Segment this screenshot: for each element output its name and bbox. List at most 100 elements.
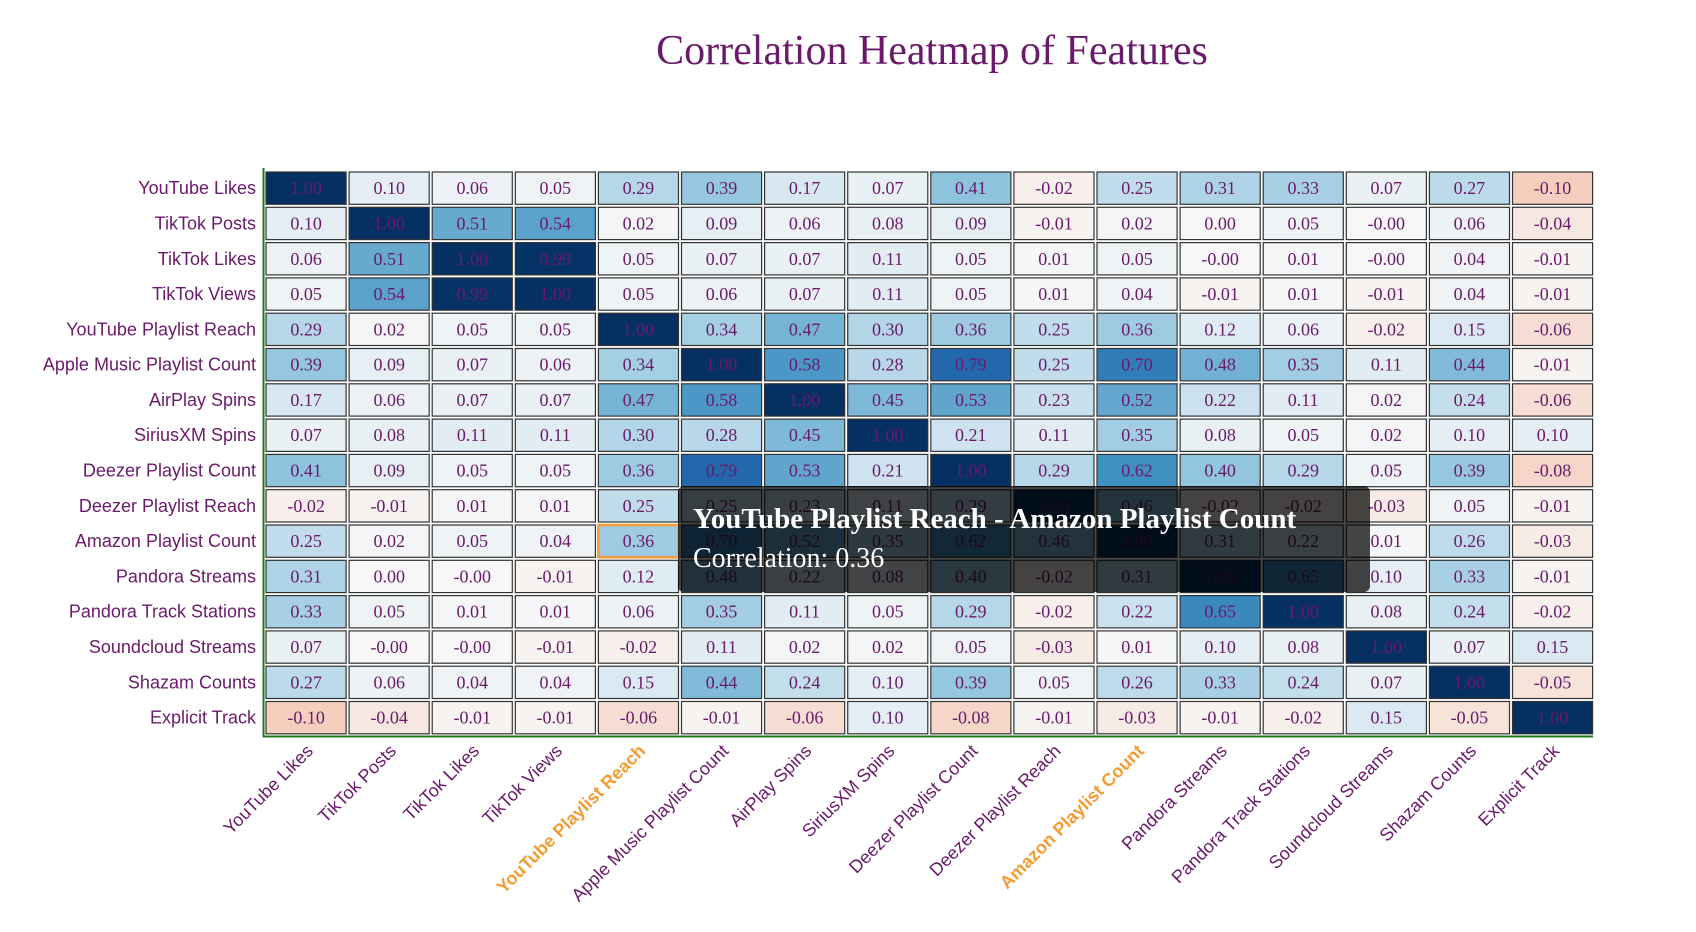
heatmap-cell-tiktok-views-x-siriusxm-spins[interactable] xyxy=(847,277,929,311)
heatmap-cell-soundcloud-streams-x-deezer-playlist-reach[interactable] xyxy=(1013,630,1095,664)
heatmap-cell-explicit-track-x-explicit-track[interactable] xyxy=(1511,700,1594,735)
heatmap-cell-soundcloud-streams-x-tiktok-posts[interactable] xyxy=(348,630,430,664)
heatmap-cell-tiktok-views-x-deezer-playlist-count[interactable] xyxy=(930,277,1012,311)
heatmap-cell-amazon-playlist-count-x-explicit-track[interactable] xyxy=(1511,524,1594,558)
heatmap-cell-youtube-playlist-reach-x-pandora-streams[interactable] xyxy=(1179,312,1261,347)
heatmap-cell-tiktok-posts-x-tiktok-views[interactable] xyxy=(514,206,596,241)
heatmap-cell-tiktok-views-x-tiktok-posts[interactable] xyxy=(348,277,430,311)
heatmap-cell-explicit-track-x-pandora-streams[interactable] xyxy=(1179,700,1261,735)
heatmap-cell-pandora-track-stations-x-airplay-spins[interactable] xyxy=(763,594,846,629)
heatmap-cell-airplay-spins-x-tiktok-posts[interactable] xyxy=(348,383,430,417)
heatmap-cell-tiktok-posts-x-tiktok-likes[interactable] xyxy=(431,206,513,241)
heatmap-cell-shazam-counts-x-shazam-counts[interactable] xyxy=(1428,665,1511,700)
heatmap-cell-amazon-playlist-count-x-tiktok-likes[interactable] xyxy=(431,524,513,558)
heatmap-cell-deezer-playlist-count-x-soundcloud-streams[interactable] xyxy=(1345,453,1428,488)
heatmap-cell-airplay-spins-x-shazam-counts[interactable] xyxy=(1428,383,1511,417)
heatmap-cell-apple-music-playlist-count-x-youtube-playlist-reach[interactable] xyxy=(597,347,680,382)
heatmap-cell-soundcloud-streams-x-pandora-streams[interactable] xyxy=(1179,630,1261,664)
heatmap-cell-amazon-playlist-count-x-shazam-counts[interactable] xyxy=(1428,524,1511,558)
heatmap-cell-tiktok-likes-x-shazam-counts[interactable] xyxy=(1428,242,1511,276)
heatmap-cell-pandora-streams-x-tiktok-views[interactable] xyxy=(514,559,596,594)
heatmap-cell-tiktok-views-x-soundcloud-streams[interactable] xyxy=(1345,277,1428,311)
heatmap-cell-youtube-playlist-reach-x-deezer-playlist-reach[interactable] xyxy=(1013,312,1095,347)
heatmap-cell-tiktok-likes-x-deezer-playlist-reach[interactable] xyxy=(1013,242,1095,276)
heatmap-cell-tiktok-views-x-explicit-track[interactable] xyxy=(1511,277,1594,311)
heatmap-cell-pandora-track-stations-x-amazon-playlist-count[interactable] xyxy=(1096,594,1178,629)
heatmap-cell-airplay-spins-x-deezer-playlist-count[interactable] xyxy=(930,383,1012,417)
heatmap-cell-soundcloud-streams-x-siriusxm-spins[interactable] xyxy=(847,630,929,664)
heatmap-cell-tiktok-posts-x-siriusxm-spins[interactable] xyxy=(847,206,929,241)
heatmap-cell-apple-music-playlist-count-x-airplay-spins[interactable] xyxy=(763,347,846,382)
heatmap-cell-youtube-likes-x-explicit-track[interactable] xyxy=(1511,171,1594,205)
heatmap-cell-youtube-likes-x-tiktok-likes[interactable] xyxy=(431,171,513,205)
heatmap-cell-airplay-spins-x-amazon-playlist-count[interactable] xyxy=(1096,383,1178,417)
heatmap-cell-tiktok-posts-x-apple-music-playlist-count[interactable] xyxy=(680,206,763,241)
heatmap-cell-tiktok-likes-x-siriusxm-spins[interactable] xyxy=(847,242,929,276)
heatmap-cell-explicit-track-x-deezer-playlist-reach[interactable] xyxy=(1013,700,1095,735)
heatmap-cell-youtube-playlist-reach-x-airplay-spins[interactable] xyxy=(763,312,846,347)
heatmap-cell-soundcloud-streams-x-tiktok-views[interactable] xyxy=(514,630,596,664)
heatmap-cell-shazam-counts-x-explicit-track[interactable] xyxy=(1511,665,1594,700)
heatmap-cell-tiktok-views-x-shazam-counts[interactable] xyxy=(1428,277,1511,311)
heatmap-cell-pandora-track-stations-x-pandora-streams[interactable] xyxy=(1179,594,1261,629)
heatmap-cell-tiktok-posts-x-soundcloud-streams[interactable] xyxy=(1345,206,1428,241)
heatmap-cell-tiktok-views-x-airplay-spins[interactable] xyxy=(763,277,846,311)
heatmap-cell-youtube-likes-x-youtube-playlist-reach[interactable] xyxy=(597,171,680,205)
heatmap-cell-deezer-playlist-reach-x-tiktok-posts[interactable] xyxy=(348,489,430,523)
heatmap-cell-tiktok-views-x-tiktok-views[interactable] xyxy=(514,277,596,311)
heatmap-cell-airplay-spins-x-tiktok-views[interactable] xyxy=(514,383,596,417)
heatmap-cell-youtube-likes-x-shazam-counts[interactable] xyxy=(1428,171,1511,205)
heatmap-cell-apple-music-playlist-count-x-amazon-playlist-count[interactable] xyxy=(1096,347,1178,382)
heatmap-cell-shazam-counts-x-tiktok-posts[interactable] xyxy=(348,665,430,700)
heatmap-cell-siriusxm-spins-x-youtube-playlist-reach[interactable] xyxy=(597,418,680,453)
heatmap-cell-tiktok-views-x-deezer-playlist-reach[interactable] xyxy=(1013,277,1095,311)
heatmap-cell-deezer-playlist-count-x-explicit-track[interactable] xyxy=(1511,453,1594,488)
heatmap-cell-soundcloud-streams-x-youtube-likes[interactable] xyxy=(265,630,347,664)
heatmap-cell-tiktok-likes-x-amazon-playlist-count[interactable] xyxy=(1096,242,1178,276)
heatmap-cell-explicit-track-x-tiktok-posts[interactable] xyxy=(348,700,430,735)
heatmap-cell-airplay-spins-x-airplay-spins[interactable] xyxy=(763,383,846,417)
heatmap-cell-youtube-likes-x-pandora-streams[interactable] xyxy=(1179,171,1261,205)
heatmap-cell-tiktok-posts-x-pandora-track-stations[interactable] xyxy=(1262,206,1344,241)
heatmap-cell-shazam-counts-x-soundcloud-streams[interactable] xyxy=(1345,665,1428,700)
heatmap-cell-explicit-track-x-pandora-track-stations[interactable] xyxy=(1262,700,1344,735)
heatmap-cell-tiktok-posts-x-amazon-playlist-count[interactable] xyxy=(1096,206,1178,241)
heatmap-cell-shazam-counts-x-pandora-streams[interactable] xyxy=(1179,665,1261,700)
heatmap-cell-tiktok-posts-x-youtube-likes[interactable] xyxy=(265,206,347,241)
heatmap-cell-siriusxm-spins-x-pandora-streams[interactable] xyxy=(1179,418,1261,453)
heatmap-cell-airplay-spins-x-youtube-likes[interactable] xyxy=(265,383,347,417)
heatmap-cell-youtube-likes-x-amazon-playlist-count[interactable] xyxy=(1096,171,1178,205)
heatmap-cell-youtube-playlist-reach-x-apple-music-playlist-count[interactable] xyxy=(680,312,763,347)
heatmap-cell-youtube-playlist-reach-x-tiktok-likes[interactable] xyxy=(431,312,513,347)
heatmap-cell-deezer-playlist-reach-x-tiktok-likes[interactable] xyxy=(431,489,513,523)
heatmap-cell-tiktok-likes-x-pandora-track-stations[interactable] xyxy=(1262,242,1344,276)
heatmap-cell-siriusxm-spins-x-soundcloud-streams[interactable] xyxy=(1345,418,1428,453)
heatmap-cell-shazam-counts-x-amazon-playlist-count[interactable] xyxy=(1096,665,1178,700)
heatmap-cell-pandora-track-stations-x-tiktok-posts[interactable] xyxy=(348,594,430,629)
heatmap-cell-shazam-counts-x-tiktok-likes[interactable] xyxy=(431,665,513,700)
heatmap-cell-pandora-streams-x-youtube-playlist-reach[interactable] xyxy=(597,559,680,594)
heatmap-cell-pandora-streams-x-tiktok-likes[interactable] xyxy=(431,559,513,594)
heatmap-cell-deezer-playlist-count-x-tiktok-views[interactable] xyxy=(514,453,596,488)
heatmap-cell-soundcloud-streams-x-pandora-track-stations[interactable] xyxy=(1262,630,1344,664)
heatmap-cell-tiktok-views-x-apple-music-playlist-count[interactable] xyxy=(680,277,763,311)
heatmap-cell-pandora-track-stations-x-tiktok-views[interactable] xyxy=(514,594,596,629)
heatmap-cell-pandora-streams-x-tiktok-posts[interactable] xyxy=(348,559,430,594)
heatmap-cell-soundcloud-streams-x-youtube-playlist-reach[interactable] xyxy=(597,630,680,664)
heatmap-cell-pandora-track-stations-x-youtube-playlist-reach[interactable] xyxy=(597,594,680,629)
heatmap-cell-shazam-counts-x-youtube-playlist-reach[interactable] xyxy=(597,665,680,700)
heatmap-cell-tiktok-posts-x-airplay-spins[interactable] xyxy=(763,206,846,241)
heatmap-cell-airplay-spins-x-apple-music-playlist-count[interactable] xyxy=(680,383,763,417)
heatmap-cell-airplay-spins-x-pandora-track-stations[interactable] xyxy=(1262,383,1344,417)
heatmap-cell-tiktok-views-x-pandora-streams[interactable] xyxy=(1179,277,1261,311)
heatmap-cell-pandora-track-stations-x-shazam-counts[interactable] xyxy=(1428,594,1511,629)
heatmap-cell-explicit-track-x-siriusxm-spins[interactable] xyxy=(847,700,929,735)
heatmap-cell-pandora-track-stations-x-deezer-playlist-count[interactable] xyxy=(930,594,1012,629)
heatmap-cell-explicit-track-x-tiktok-views[interactable] xyxy=(514,700,596,735)
heatmap-cell-tiktok-views-x-pandora-track-stations[interactable] xyxy=(1262,277,1344,311)
heatmap-cell-youtube-likes-x-deezer-playlist-count[interactable] xyxy=(930,171,1012,205)
heatmap-cell-soundcloud-streams-x-soundcloud-streams[interactable] xyxy=(1345,630,1428,664)
heatmap-cell-youtube-likes-x-pandora-track-stations[interactable] xyxy=(1262,171,1344,205)
heatmap-cell-pandora-track-stations-x-pandora-track-stations[interactable] xyxy=(1262,594,1344,629)
heatmap-cell-shazam-counts-x-deezer-playlist-reach[interactable] xyxy=(1013,665,1095,700)
